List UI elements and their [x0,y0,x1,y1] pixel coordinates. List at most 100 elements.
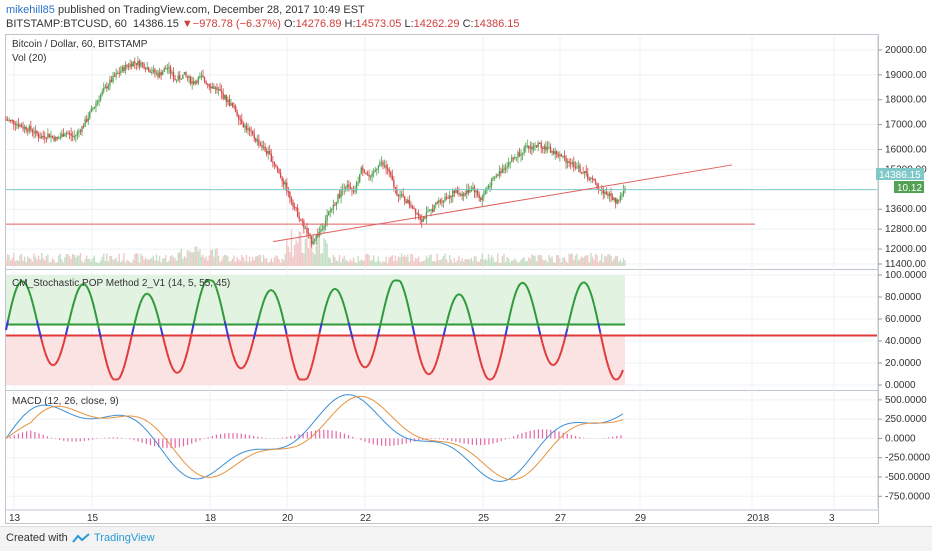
candle-body [320,230,321,232]
volume-bar [83,263,84,266]
tradingview-link[interactable]: TradingView [94,532,155,544]
histogram-bar [319,430,320,438]
candle-body [528,146,529,149]
candle-body [38,134,39,137]
candle-body [280,173,281,178]
candle-body [339,194,340,197]
candle-body [314,239,315,241]
histogram-bar [55,438,56,439]
histogram-bar [249,435,250,438]
volume-bar [556,255,557,266]
histogram-bar [534,430,535,439]
candle-body [300,219,301,220]
volume-bar [416,259,417,266]
candle-body [201,76,202,77]
volume-bar [621,262,622,266]
volume-bar [468,259,469,266]
candle-body [227,99,228,101]
volume-bar [347,261,348,266]
candle-body [582,173,583,174]
volume-bar [277,256,278,266]
volume-bar [224,255,225,266]
volume-bar [348,262,349,266]
histogram-bar [228,433,229,438]
chart-canvas[interactable]: Bitcoin / Dollar, 60, BITSTAMP Vol (20) … [0,0,932,526]
candle-body [308,233,309,234]
candle-body [103,88,104,91]
histogram-bar [530,431,531,439]
candle-body [478,195,479,198]
volume-bar [485,259,486,266]
candle-body [469,190,470,193]
volume-bar [373,255,374,266]
volume-bar [617,256,618,266]
histogram-bar [245,434,246,438]
volume-bar [274,258,275,266]
volume-bar [339,255,340,266]
candle-body [568,161,569,163]
histogram-bar [558,432,559,439]
volume-bar [353,258,354,266]
volume-bar [511,261,512,266]
candle-body [18,124,19,126]
candle-body [250,130,251,131]
y-tick-label: 40.0000 [885,336,922,347]
volume-bar [420,262,421,266]
candle-body [19,125,20,126]
volume-bar [12,258,13,266]
volume-bar [115,258,116,266]
candle-body [151,72,152,73]
volume-bar [506,257,507,266]
histogram-bar [435,438,436,439]
volume-bar [267,263,268,266]
candle-body [437,202,438,203]
volume-bar [286,240,287,266]
candle-body [50,136,51,137]
volume-bar [247,262,248,266]
candle-body [523,147,524,152]
candle-body [334,205,335,206]
candle-body [371,173,372,176]
candle-body [246,125,247,130]
candle-body [167,68,168,69]
candle-body [587,174,588,179]
stochastic-segment [487,378,489,380]
histogram-bar [179,438,180,447]
volume-bar [454,258,455,266]
volume-bar [410,254,411,266]
volume-bar [520,260,521,266]
candle-body [525,146,526,147]
histogram-bar [484,438,485,445]
volume-bar [191,252,192,266]
y-tick-label: 100.0000 [885,270,927,281]
histogram-bar [567,434,568,439]
stochastic-segment [553,365,555,366]
volume-bar [478,262,479,266]
candle-body [120,71,121,73]
histogram-bar [443,438,444,439]
histogram-bar [476,438,477,445]
volume-bar [489,259,490,266]
volume-bar [250,261,251,266]
candle-body [424,217,425,218]
volume-bar [533,255,534,266]
candle-body [134,62,135,63]
volume-bar [424,260,425,266]
y-tick-label: 500.0000 [885,395,927,406]
candle-body [281,178,282,181]
candle-body [33,132,34,133]
volume-bar [5,261,6,266]
histogram-bar [30,431,31,439]
candle-body [542,148,543,149]
volume-bar [446,260,447,266]
candle-body [463,194,464,197]
candle-body [331,209,332,211]
candle-body [410,205,411,207]
volume-bar [376,262,377,266]
candle-body [36,130,37,134]
candle-body [613,198,614,201]
histogram-bar [307,432,308,438]
volume-bar [320,254,321,266]
candle-body [373,172,374,173]
volume-bar [18,261,19,266]
